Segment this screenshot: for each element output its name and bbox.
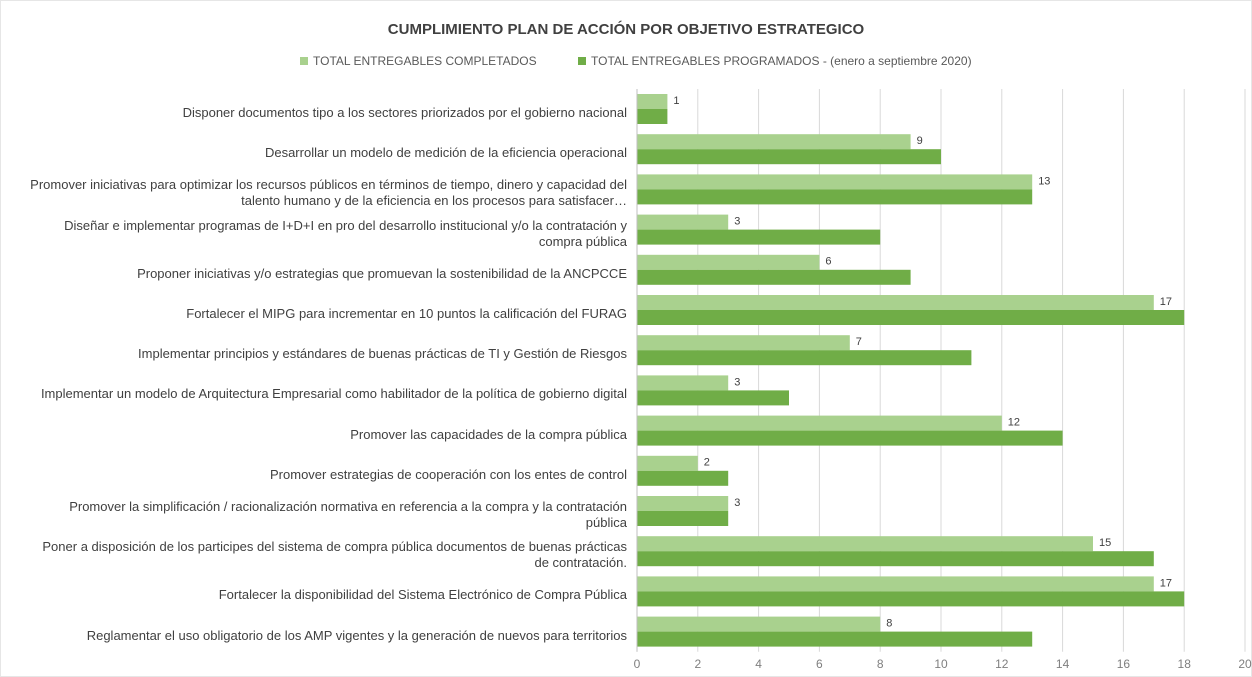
data-label: 6 <box>825 256 831 268</box>
bar <box>637 551 1154 567</box>
bar <box>637 174 1033 190</box>
category-label: Fortalecer la disponibilidad del Sistema… <box>218 587 627 603</box>
data-label: 17 <box>1160 296 1172 308</box>
bar <box>637 350 972 366</box>
category-label: Poner a disposición de los participes de… <box>42 539 627 571</box>
bar <box>637 511 729 526</box>
bar <box>637 295 1154 310</box>
data-label: 8 <box>886 618 892 630</box>
category-label: Fortalecer el MIPG para incrementar en 1… <box>186 306 627 322</box>
bar <box>637 335 850 351</box>
legend-label: TOTAL ENTREGABLES COMPLETADOS <box>313 54 537 68</box>
data-label: 15 <box>1099 537 1111 549</box>
x-tick-label: 14 <box>1056 657 1070 671</box>
category-label: Reglamentar el uso obligatorio de los AM… <box>86 627 627 643</box>
legend-swatch <box>578 57 586 65</box>
category-label: Desarrollar un modelo de medición de la … <box>264 145 627 161</box>
category-label: Disponer documentos tipo a los sectores … <box>182 105 627 121</box>
category-label: Promover la simplificación / racionaliza… <box>69 499 627 531</box>
chart-title: CUMPLIMIENTO PLAN DE ACCIÓN POR OBJETIVO… <box>388 20 865 38</box>
category-label: Implementar principios y estándares de b… <box>138 346 627 362</box>
bar <box>637 94 668 109</box>
bar <box>637 631 1033 647</box>
bar <box>637 470 729 486</box>
x-tick-label: 18 <box>1178 657 1192 671</box>
data-label: 2 <box>704 457 710 469</box>
bar <box>637 310 1185 325</box>
bar <box>637 109 668 124</box>
data-label: 7 <box>856 336 862 348</box>
bar <box>637 430 1063 446</box>
bar <box>637 149 941 165</box>
x-tick-label: 16 <box>1117 657 1131 671</box>
bar <box>637 375 729 391</box>
data-label: 1 <box>673 95 679 107</box>
bar <box>637 576 1154 592</box>
x-tick-label: 6 <box>816 657 823 671</box>
category-label: Diseñar e implementar programas de I+D+I… <box>64 217 627 249</box>
bar <box>637 189 1033 205</box>
category-label: Implementar un modelo de Arquitectura Em… <box>40 386 627 402</box>
bar <box>637 455 698 471</box>
bar <box>637 134 911 150</box>
x-tick-label: 12 <box>995 657 1009 671</box>
bar <box>637 616 881 632</box>
x-tick-label: 20 <box>1238 657 1252 671</box>
x-tick-label: 8 <box>877 657 884 671</box>
category-label: Proponer iniciativas y/o estrategias que… <box>137 265 627 281</box>
data-label: 12 <box>1008 417 1020 429</box>
x-tick-label: 10 <box>934 657 948 671</box>
data-label: 13 <box>1038 175 1050 187</box>
x-tick-label: 2 <box>694 657 701 671</box>
data-label: 3 <box>734 497 740 509</box>
bar <box>637 214 729 230</box>
legend-swatch <box>300 57 308 65</box>
bar <box>637 496 729 511</box>
category-label: Promover estrategias de cooperación con … <box>270 466 627 482</box>
data-label: 3 <box>734 216 740 228</box>
bar <box>637 254 820 270</box>
data-label: 3 <box>734 376 740 388</box>
data-label: 17 <box>1160 577 1172 589</box>
category-label: Promover las capacidades de la compra pú… <box>350 426 627 442</box>
bar <box>637 536 1093 552</box>
bar <box>637 229 881 245</box>
bar <box>637 415 1002 431</box>
bar <box>637 591 1185 607</box>
legend-label: TOTAL ENTREGABLES PROGRAMADOS - (enero a… <box>591 54 972 68</box>
bar <box>637 390 789 406</box>
category-label: Promover iniciativas para optimizar los … <box>30 177 627 209</box>
x-tick-label: 0 <box>634 657 641 671</box>
x-tick-label: 4 <box>755 657 762 671</box>
bar <box>637 269 911 285</box>
data-label: 9 <box>917 135 923 147</box>
